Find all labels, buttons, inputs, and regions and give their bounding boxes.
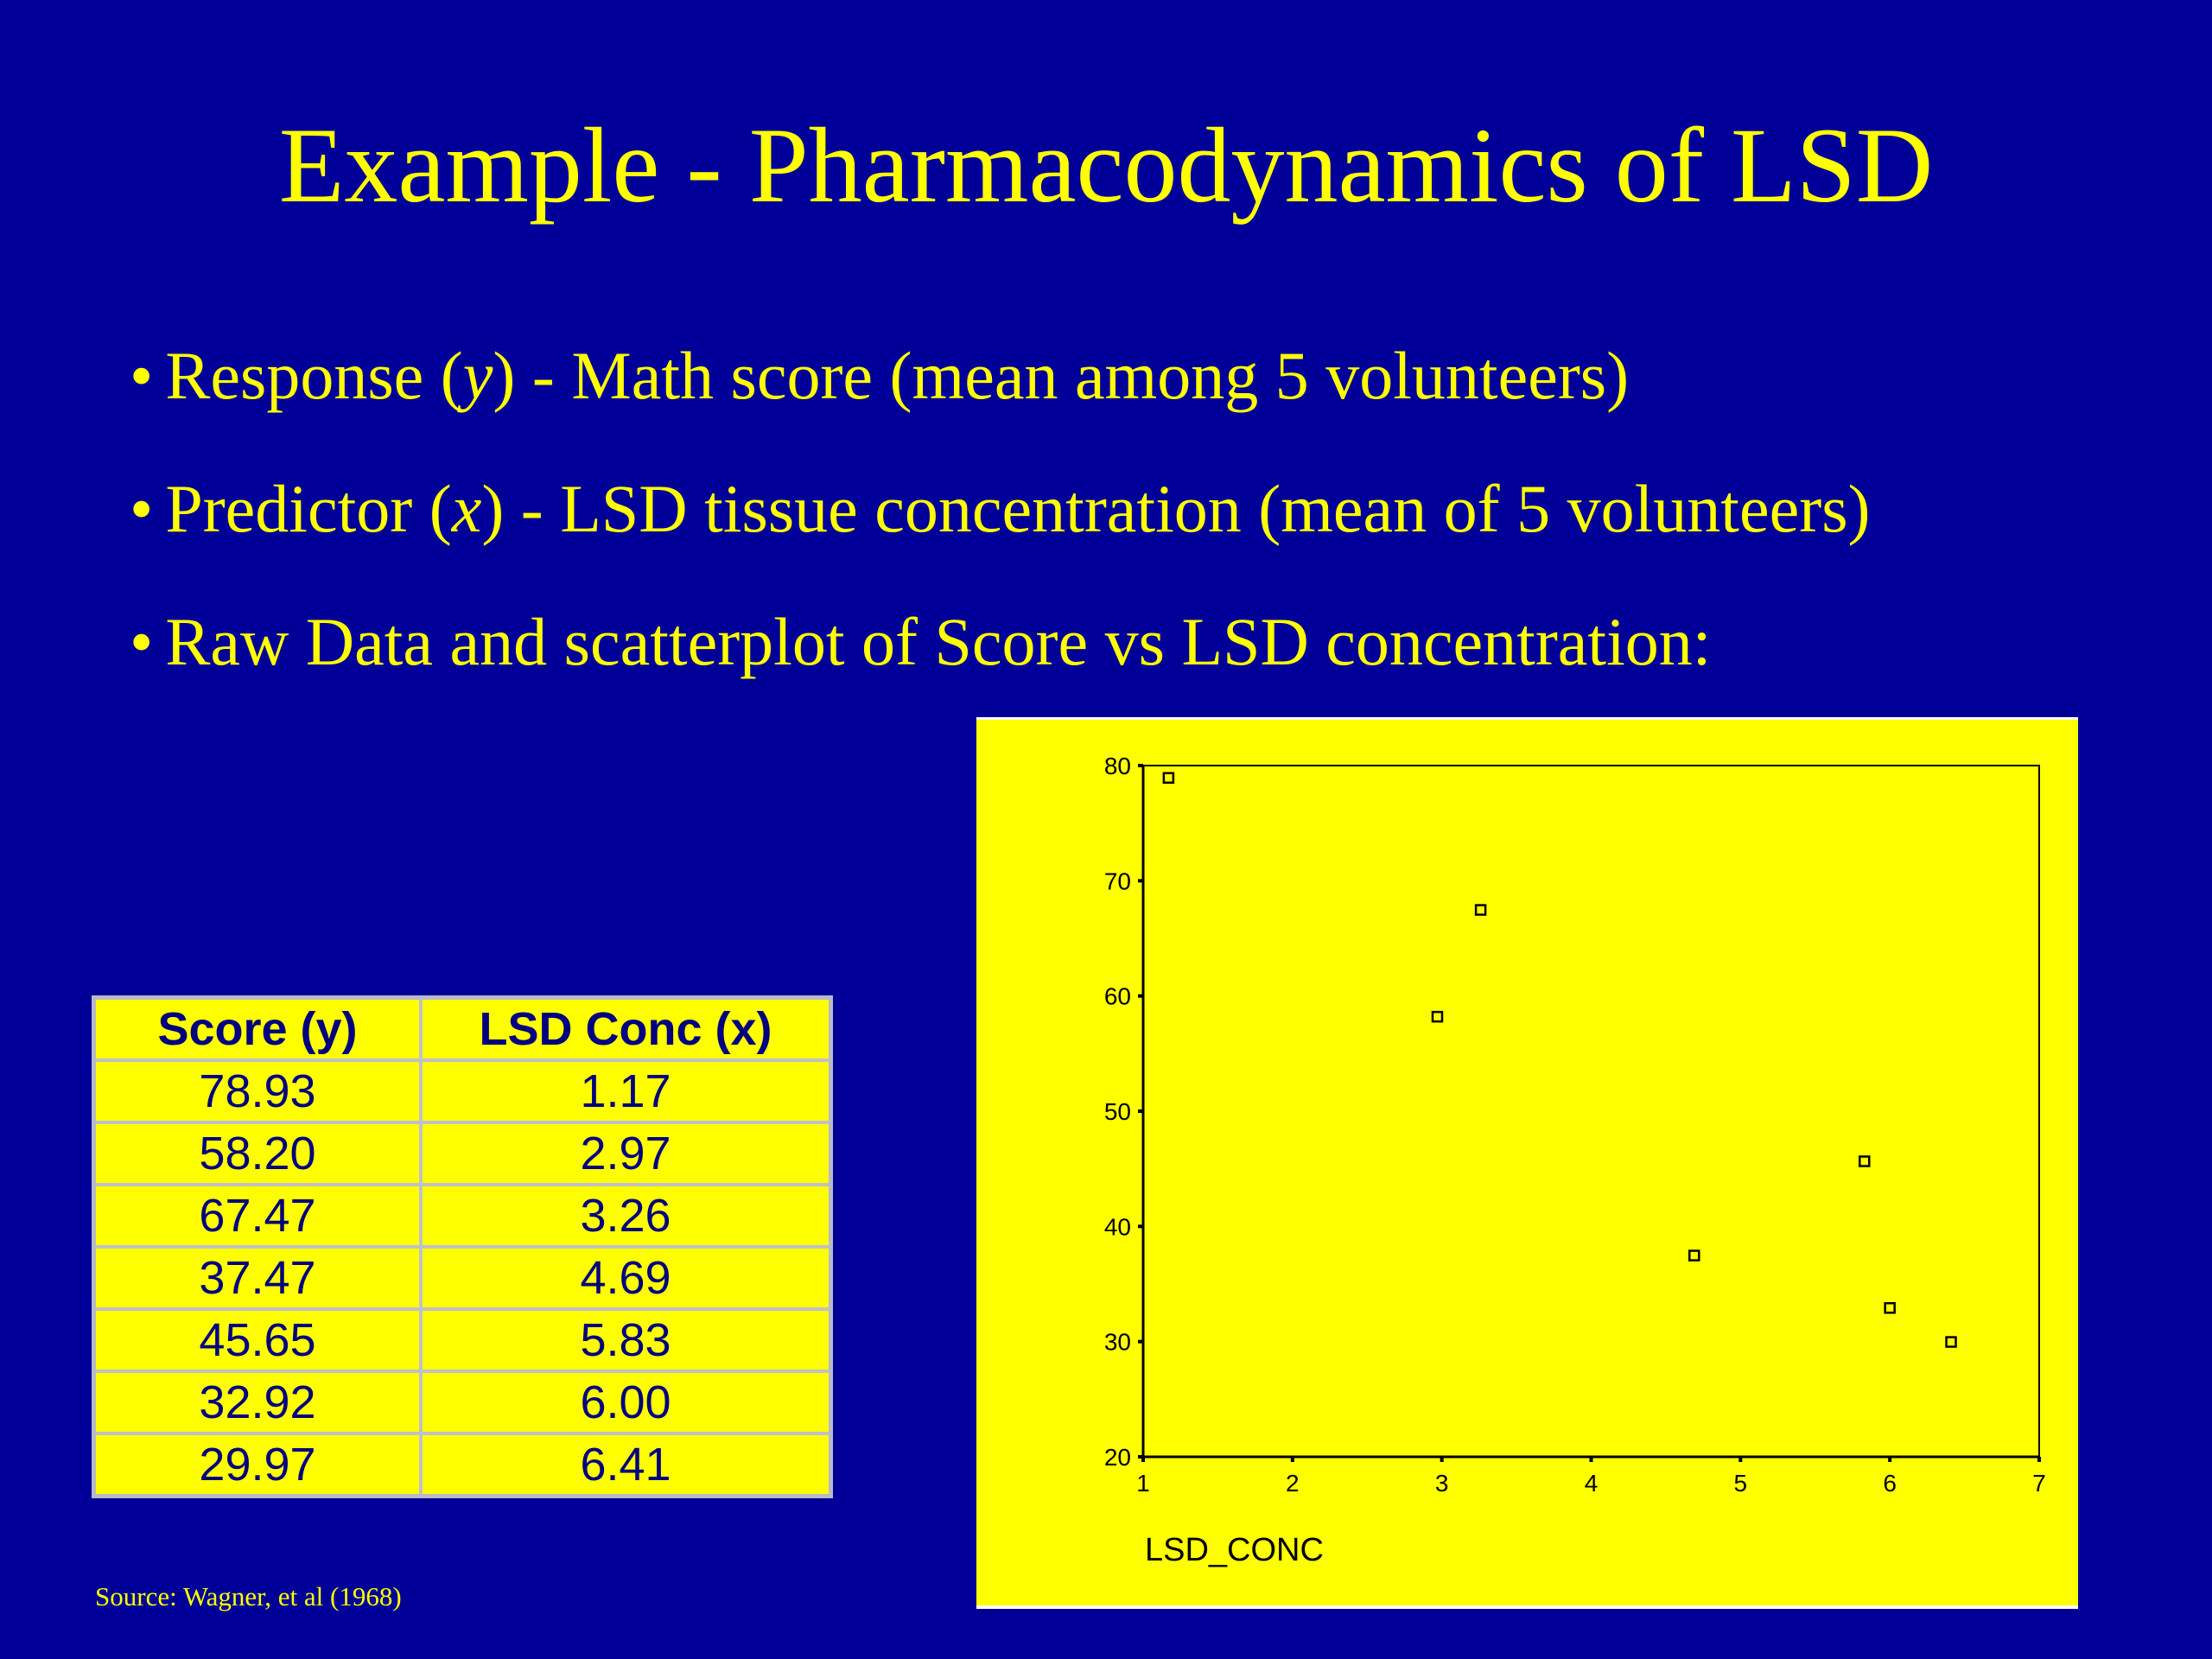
raw-data-table: Score (y) LSD Conc (x) 78.93 1.17 58.20 2.… [92, 995, 833, 1498]
data-point [1431, 1010, 1444, 1023]
plot-frame [1142, 765, 2040, 1458]
table-row: 58.20 2.97 [92, 1121, 833, 1186]
scatterplot: 20 30 40 50 60 70 80 1 2 3 4 5 6 7 LSD_CONC [1104, 753, 2046, 1568]
conc-cell: 3.26 [419, 1183, 833, 1249]
score-cell: 67.47 [92, 1183, 423, 1249]
score-cell: 37.47 [92, 1245, 423, 1311]
conc-cell: 6.41 [419, 1432, 833, 1498]
x-tick-label: 1 [1136, 1470, 1150, 1497]
bullet-marker: • [130, 338, 154, 413]
header-score: Score (y) [92, 995, 423, 1062]
y-tick-label: 70 [1104, 868, 1131, 894]
table-row: 37.47 4.69 [92, 1245, 833, 1311]
x-tick-label: 6 [1883, 1470, 1897, 1497]
bullet-text: Response ( [165, 338, 463, 413]
conc-cell: 6.00 [419, 1370, 833, 1435]
bullet-variable: x [451, 471, 482, 546]
x-tick-label: 7 [2032, 1470, 2046, 1497]
data-point [1688, 1249, 1700, 1262]
x-tick-label: 5 [1734, 1470, 1748, 1497]
x-axis-label: LSD_CONC [1145, 1532, 1324, 1568]
data-point [1884, 1301, 1896, 1314]
table-row: 78.93 1.17 [92, 1058, 833, 1124]
y-tick-label: 40 [1104, 1213, 1131, 1240]
bullet-variable: y [462, 338, 493, 413]
bullet-raw-data: • Raw Data and scatterplot of Score vs LS… [130, 607, 1871, 677]
y-tick-label: 80 [1104, 753, 1131, 779]
table-row: 32.92 6.00 [92, 1370, 833, 1435]
x-tick-label: 3 [1435, 1470, 1449, 1497]
conc-cell: 5.83 [419, 1307, 833, 1373]
bullet-text: ) - LSD tissue concentration (mean of 5 … [481, 471, 1871, 546]
score-cell: 58.20 [92, 1121, 423, 1186]
y-tick-label: 30 [1104, 1329, 1131, 1356]
score-cell: 78.93 [92, 1058, 423, 1124]
bullet-text: ) - Math score (mean among 5 volunteers) [493, 338, 1630, 413]
table-row: 29.97 6.41 [92, 1432, 833, 1498]
table-row: 45.65 5.83 [92, 1307, 833, 1373]
data-point [1474, 904, 1487, 916]
bullet-text: Raw Data and scatterplot of Score vs LSD… [165, 604, 1712, 679]
table-header-row: Score (y) LSD Conc (x) [92, 995, 833, 1062]
data-point [1162, 772, 1175, 785]
table-row: 67.47 3.26 [92, 1183, 833, 1249]
bullet-predictor: • Predictor (x) - LSD tissue concentratio… [130, 474, 1871, 543]
data-point [1945, 1336, 1957, 1348]
score-cell: 29.97 [92, 1432, 423, 1498]
x-tick-label: 4 [1585, 1470, 1599, 1497]
conc-cell: 2.97 [419, 1121, 833, 1186]
source-citation: Source: Wagner, et al (1968) [95, 1581, 402, 1611]
x-tick-label: 2 [1286, 1470, 1300, 1497]
bullet-response: • Response (y) - Math score (mean among 5… [130, 341, 1871, 410]
conc-cell: 4.69 [419, 1245, 833, 1311]
y-tick-label: 60 [1104, 983, 1131, 1010]
scatterplot-panel: 20 30 40 50 60 70 80 1 2 3 4 5 6 7 LSD_CONC [976, 717, 2078, 1609]
header-lsd-conc: LSD Conc (x) [419, 995, 833, 1062]
data-point [1859, 1155, 1871, 1167]
bullet-marker: • [130, 471, 154, 546]
bullet-list: • Response (y) - Math score (mean among 5… [130, 341, 1871, 741]
score-cell: 45.65 [92, 1307, 423, 1373]
y-tick-label: 20 [1104, 1444, 1131, 1471]
conc-cell: 1.17 [419, 1058, 833, 1124]
y-tick-label: 50 [1104, 1098, 1131, 1125]
score-cell: 32.92 [92, 1370, 423, 1435]
bullet-text: Predictor ( [165, 471, 452, 546]
slide-title: Example - Pharmacodynamics of LSD [278, 106, 1934, 225]
bullet-marker: • [130, 604, 154, 679]
